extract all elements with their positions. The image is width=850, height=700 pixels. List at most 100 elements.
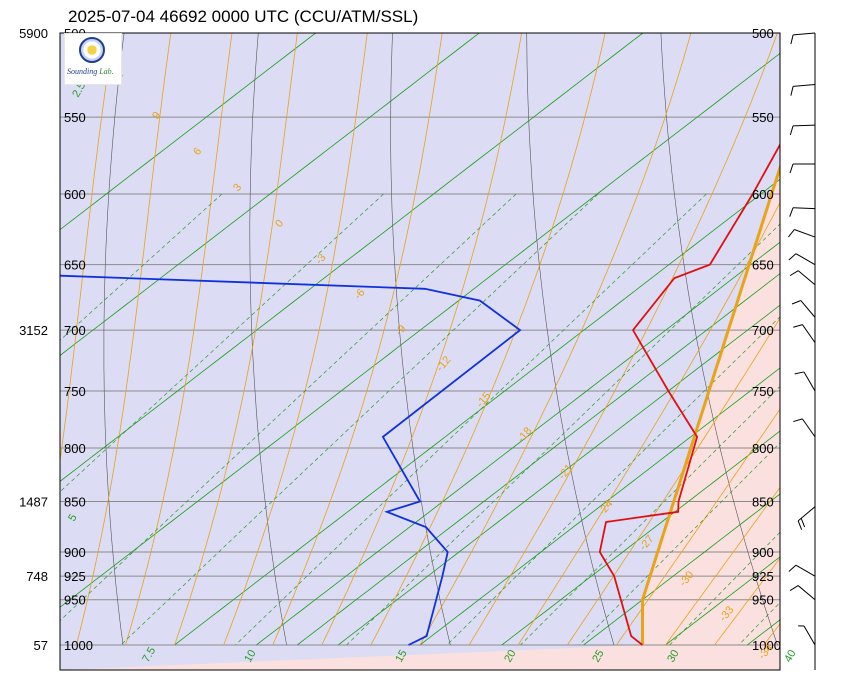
logo-text-main: Sounding	[67, 67, 98, 76]
wind-barb	[793, 418, 816, 438]
wind-barb-staff	[800, 300, 816, 318]
chart-title: 2025-07-04 46692 0000 UTC (CCU/ATM/SSL)	[68, 7, 419, 26]
isotherm-label: 5	[66, 512, 79, 523]
moist-adiabat-line	[223, 33, 368, 646]
wind-barb	[789, 207, 816, 217]
height-label: 5900	[19, 26, 48, 41]
dry-adiabat-lines	[0, 0, 778, 646]
pressure-label-right: 850	[752, 495, 774, 510]
logo-seal-icon	[79, 37, 105, 63]
wind-barb-staff	[792, 124, 816, 127]
isotherm-line	[501, 430, 780, 646]
wind-barb-staff	[794, 229, 816, 238]
moist-adiabat-line	[174, 33, 298, 646]
wind-barb-flag	[789, 163, 794, 174]
plot-frame	[59, 32, 781, 671]
lab-logo: Sounding Lab.	[64, 33, 122, 85]
wind-barb-flag	[790, 86, 794, 96]
pressure-label-right: 925	[752, 569, 774, 584]
mixing-ratio-line	[446, 316, 780, 646]
moist-adiabat-line	[76, 33, 172, 646]
pressure-label-right: 550	[752, 110, 774, 125]
wind-barb-staff	[793, 32, 816, 36]
wind-barb-staff	[795, 253, 816, 266]
dewpoint-line	[60, 274, 522, 646]
dry-adiabat-line	[660, 33, 778, 646]
pressure-label-right: 650	[752, 258, 774, 273]
pressure-label-left: 800	[64, 441, 86, 456]
pressure-label-right: 1000	[752, 638, 781, 653]
wind-barb-staff	[795, 564, 816, 577]
moist-adiabat-line	[419, 33, 692, 646]
wind-barb-staff	[801, 418, 816, 438]
parcel-line	[641, 162, 780, 645]
pressure-label-left: 1000	[64, 638, 93, 653]
mixing-ratio-line	[235, 193, 707, 646]
mixing-ratio-line	[346, 223, 780, 646]
wind-barb-flag	[788, 229, 795, 238]
moist-adiabat-line	[321, 33, 523, 646]
pressure-label-left: 950	[64, 593, 86, 608]
wind-barb	[790, 32, 816, 45]
wind-barb	[790, 83, 816, 96]
moist-adiabat-line	[272, 33, 443, 646]
pressure-label-right: 750	[752, 384, 774, 399]
mixing-ratio-line	[120, 193, 599, 646]
moist-adiabat-line	[616, 408, 780, 646]
pressure-label-left: 700	[64, 323, 86, 338]
wind-barb-staff	[801, 324, 816, 343]
isotherm-line	[174, 178, 780, 646]
isotherm-line	[60, 33, 480, 357]
wind-barb-staff	[792, 207, 816, 210]
wind-barb	[789, 585, 816, 601]
moist-adiabat-line	[813, 0, 850, 645]
isotherm-lines	[60, 0, 850, 646]
pressure-label-left: 750	[64, 384, 86, 399]
isotherm-line	[419, 367, 780, 646]
dry-adiabat-line	[390, 33, 451, 646]
wind-barb-staff	[793, 83, 816, 87]
wind-barb-flag	[793, 418, 803, 423]
isotherm-label: 30	[665, 648, 682, 665]
wind-barb-flag	[789, 585, 799, 591]
temperature-line	[598, 142, 780, 646]
pressure-label-left: 925	[64, 569, 86, 584]
pressure-label-right: 900	[752, 545, 774, 560]
wind-barb-flag	[789, 125, 794, 136]
wind-barb-flag	[800, 518, 806, 528]
moist-adiabat-line	[566, 317, 780, 646]
moist-adiabat-line	[125, 33, 233, 646]
pressure-label-right: 500	[752, 26, 774, 41]
wind-barb	[789, 124, 816, 136]
pressure-label-right: 800	[752, 441, 774, 456]
wind-barb	[788, 229, 816, 238]
height-label: 1487	[19, 495, 48, 510]
plot-area	[0, 0, 850, 670]
wind-barb	[797, 506, 816, 530]
moist-adiabat-line	[517, 201, 780, 646]
wind-barb-flag	[797, 520, 803, 530]
wind-barb-staff	[797, 270, 816, 286]
dry-adiabat-line	[526, 33, 615, 646]
wind-barb	[789, 270, 816, 286]
wind-barb-flag	[793, 324, 803, 328]
isotherm-line	[583, 493, 780, 646]
wind-barb	[791, 300, 816, 318]
pressure-label-left: 600	[64, 187, 86, 202]
logo-text: Sounding Lab.	[67, 67, 119, 76]
mixing-ratio-lines	[60, 193, 780, 646]
isotherm-line	[60, 52, 780, 608]
mixing-ratio-line	[520, 385, 780, 646]
isotherm-line	[60, 33, 317, 231]
dry-adiabat-line	[249, 33, 287, 646]
dry-adiabat-line	[0, 0, 20, 645]
wind-barb-flag	[789, 207, 794, 217]
moist-adiabat-line	[665, 486, 780, 646]
isotherm-line	[829, 0, 850, 645]
pressure-label-left: 900	[64, 545, 86, 560]
isotherm-line	[60, 33, 644, 482]
mixing-ratio-line	[578, 442, 780, 646]
wind-barb	[794, 371, 816, 392]
wind-barb	[789, 163, 815, 174]
isotherm-line	[297, 273, 780, 646]
